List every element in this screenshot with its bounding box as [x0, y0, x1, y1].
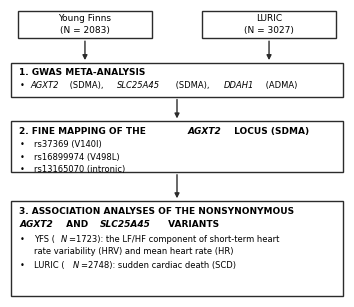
Text: 1. GWAS META-ANALYSIS: 1. GWAS META-ANALYSIS — [19, 68, 146, 77]
Text: •: • — [19, 153, 24, 161]
Text: LURIC
(N = 3027): LURIC (N = 3027) — [244, 14, 294, 35]
Bar — [11, 121, 343, 172]
Bar — [11, 201, 343, 296]
Text: AGXT2: AGXT2 — [187, 127, 221, 136]
Text: =1723): the LF/HF component of short-term heart: =1723): the LF/HF component of short-ter… — [69, 235, 279, 244]
Text: •: • — [19, 261, 24, 270]
Text: 3. ASSOCIATION ANALYSES OF THE NONSYNONYMOUS: 3. ASSOCIATION ANALYSES OF THE NONSYNONY… — [19, 207, 295, 216]
Text: AND: AND — [63, 220, 91, 228]
Text: YFS (: YFS ( — [34, 235, 55, 244]
Text: DDAH1: DDAH1 — [223, 81, 254, 90]
Text: N: N — [73, 261, 79, 270]
Text: SLC25A45: SLC25A45 — [99, 220, 150, 228]
Text: LOCUS (SDMA): LOCUS (SDMA) — [231, 127, 309, 136]
Text: rs37369 (V140I): rs37369 (V140I) — [34, 140, 101, 149]
Text: •: • — [19, 235, 24, 244]
Text: (SDMA),: (SDMA), — [67, 81, 106, 90]
Bar — [202, 11, 336, 38]
Bar — [18, 11, 152, 38]
Text: (ADMA): (ADMA) — [263, 81, 297, 90]
Text: N: N — [61, 235, 67, 244]
Text: •: • — [19, 81, 24, 90]
Text: rate variability (HRV) and mean heart rate (HR): rate variability (HRV) and mean heart ra… — [34, 247, 233, 256]
Text: =2748): sudden cardiac death (SCD): =2748): sudden cardiac death (SCD) — [81, 261, 236, 270]
Text: AGXT2: AGXT2 — [19, 220, 53, 228]
Text: •: • — [19, 165, 24, 174]
Text: SLC25A45: SLC25A45 — [117, 81, 160, 90]
Text: 2. FINE MAPPING OF THE: 2. FINE MAPPING OF THE — [19, 127, 149, 136]
Text: AGXT2: AGXT2 — [30, 81, 59, 90]
Text: rs16899974 (V498L): rs16899974 (V498L) — [34, 153, 119, 161]
Text: VARIANTS: VARIANTS — [165, 220, 219, 228]
Text: (SDMA),: (SDMA), — [173, 81, 212, 90]
Text: •: • — [19, 140, 24, 149]
Text: rs13165070 (intronic): rs13165070 (intronic) — [34, 165, 125, 174]
Text: LURIC (: LURIC ( — [34, 261, 64, 270]
Bar — [11, 63, 343, 97]
Text: Young Finns
(N = 2083): Young Finns (N = 2083) — [58, 14, 112, 35]
